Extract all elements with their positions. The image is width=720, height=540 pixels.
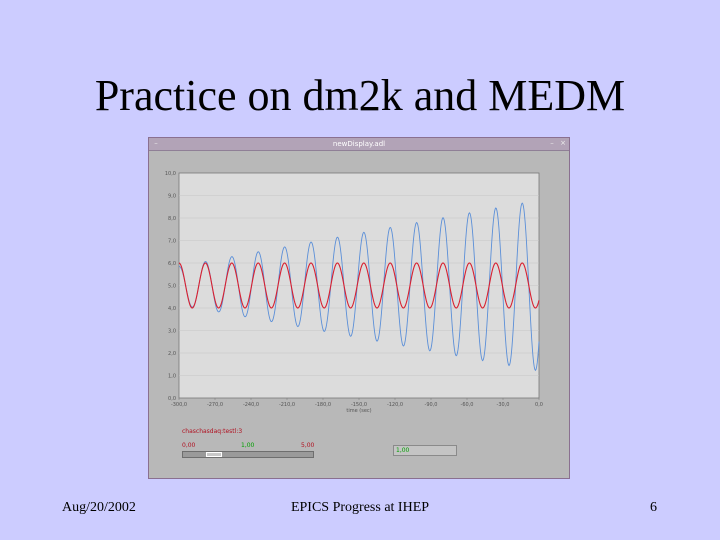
- x-tick-label: -180,0: [315, 402, 331, 408]
- slider-min-label: 0,00: [182, 442, 196, 449]
- y-tick-label: 0,0: [168, 396, 176, 402]
- slider-label: chaschasdaq:testl:3: [182, 428, 243, 435]
- x-tick-label: 0,0: [535, 402, 543, 408]
- value-readout: 1,00: [393, 445, 457, 456]
- window-menu-icon[interactable]: –: [154, 139, 158, 147]
- y-tick-label: 6,0: [168, 261, 176, 267]
- slider-max-label: 5,00: [301, 442, 315, 449]
- series-line-1: [178, 262, 540, 309]
- x-axis-label: time (sec): [346, 408, 371, 414]
- medm-window[interactable]: – newDisplay.adl – × 0,0 1,0 2,0 3,0 4,0 5,0 6…: [148, 137, 570, 479]
- y-tick-label: 1,0: [168, 374, 176, 380]
- value-slider[interactable]: [182, 451, 314, 458]
- y-tick-label: 3,0: [168, 329, 176, 335]
- x-tick-label: -300,0: [171, 402, 187, 408]
- footer-presentation-title: EPICS Progress at IHEP: [290, 500, 430, 515]
- y-tick-label: 10,0: [165, 171, 176, 177]
- x-tick-label: -60,0: [461, 402, 474, 408]
- y-tick-label: 7,0: [168, 239, 176, 245]
- footer-date: Aug/20/2002: [62, 500, 136, 515]
- x-tick-label: -30,0: [497, 402, 510, 408]
- window-titlebar[interactable]: – newDisplay.adl – ×: [149, 138, 569, 151]
- x-tick-label: -240,0: [243, 402, 259, 408]
- y-tick-label: 5,0: [168, 284, 176, 290]
- slider-value-label: 1,00: [241, 442, 255, 449]
- strip-chart: 0,0 1,0 2,0 3,0 4,0 5,0 6,0 7,0 8,0 9,0 10,0 -300,0…: [165, 171, 543, 414]
- minimize-icon[interactable]: –: [550, 139, 554, 147]
- y-tick-label: 2,0: [168, 351, 176, 357]
- x-tick-label: -120,0: [387, 402, 403, 408]
- x-tick-label: -210,0: [279, 402, 295, 408]
- window-title: newDisplay.adl: [332, 140, 386, 148]
- y-tick-label: 4,0: [168, 306, 176, 312]
- x-tick-label: -150,0: [351, 402, 367, 408]
- x-tick-label: -90,0: [425, 402, 438, 408]
- y-tick-label: 8,0: [168, 216, 176, 222]
- y-tick-label: 9,0: [168, 194, 176, 200]
- x-tick-label: -270,0: [207, 402, 223, 408]
- footer-page-number: 6: [650, 500, 657, 515]
- slide-title: Practice on dm2k and MEDM: [94, 71, 626, 120]
- close-icon[interactable]: ×: [560, 139, 566, 147]
- slider-thumb[interactable]: [206, 452, 222, 457]
